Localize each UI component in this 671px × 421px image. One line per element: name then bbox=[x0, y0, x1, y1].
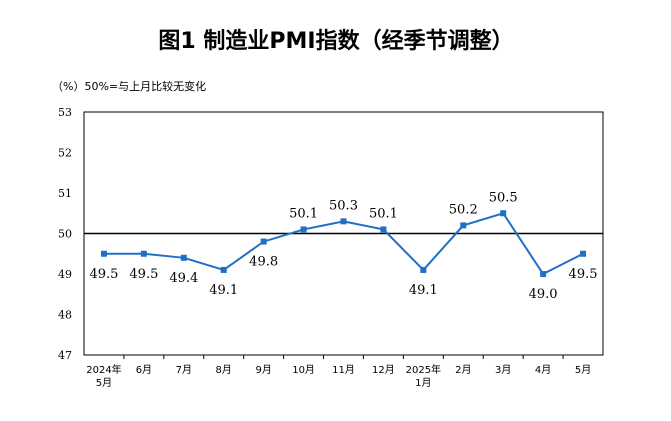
data-point bbox=[300, 226, 307, 233]
y-axis: 47 48 49 50 51 52 53 bbox=[58, 106, 72, 362]
data-label: 49.8 bbox=[249, 255, 278, 270]
data-point bbox=[140, 250, 147, 257]
unit-note: （%）50%=与上月比较无变化 bbox=[52, 79, 206, 93]
y-tick-label: 53 bbox=[58, 106, 72, 119]
chart-title: 图1 制造业PMI指数（经季节调整） bbox=[158, 28, 513, 54]
data-point bbox=[420, 266, 427, 273]
x-tick-label: 11月 bbox=[332, 364, 355, 376]
x-tick-label: 8月 bbox=[216, 364, 232, 376]
x-tick-label: 3月 bbox=[495, 364, 511, 376]
y-tick-label: 50 bbox=[58, 228, 72, 241]
data-label: 49.5 bbox=[129, 267, 158, 282]
data-label: 50.1 bbox=[289, 206, 318, 221]
data-label: 49.5 bbox=[569, 267, 598, 282]
data-point bbox=[380, 226, 387, 233]
x-tick-label: 2025年 bbox=[406, 363, 441, 376]
data-point bbox=[220, 266, 227, 273]
y-tick-label: 48 bbox=[58, 309, 72, 322]
x-tick-label: 4月 bbox=[535, 364, 551, 376]
x-tick-label: 10月 bbox=[292, 364, 315, 376]
data-label: 49.5 bbox=[89, 267, 118, 282]
series-markers bbox=[100, 210, 587, 277]
data-point bbox=[100, 250, 107, 257]
data-point bbox=[460, 222, 467, 229]
y-tick-label: 49 bbox=[58, 268, 72, 281]
data-label: 49.1 bbox=[209, 283, 238, 298]
x-tick-label: 9月 bbox=[255, 364, 271, 376]
x-tick-label: 1月 bbox=[415, 377, 431, 389]
data-point bbox=[340, 218, 347, 225]
data-label: 49.4 bbox=[169, 271, 198, 286]
x-tick-label: 12月 bbox=[372, 364, 395, 376]
data-label: 50.5 bbox=[489, 190, 518, 205]
x-tick-label: 2月 bbox=[455, 364, 471, 376]
data-label: 50.2 bbox=[449, 202, 478, 217]
x-tick-label: 5月 bbox=[96, 377, 112, 389]
data-label: 50.1 bbox=[369, 206, 398, 221]
data-label: 49.0 bbox=[529, 287, 558, 302]
data-label: 50.3 bbox=[329, 198, 358, 213]
data-point bbox=[260, 238, 267, 245]
data-point bbox=[580, 250, 587, 257]
data-point bbox=[540, 271, 547, 277]
data-label: 49.1 bbox=[409, 283, 438, 298]
x-tick-label: 5月 bbox=[575, 364, 591, 376]
y-tick-label: 47 bbox=[58, 349, 72, 362]
x-tick-label: 2024年 bbox=[86, 363, 121, 376]
data-point bbox=[180, 254, 187, 261]
y-tick-label: 51 bbox=[58, 187, 72, 200]
data-labels: 49.5 49.5 49.4 49.1 49.8 50.1 50.3 50.1 49.1 50.2… bbox=[89, 190, 597, 302]
x-tick-label: 6月 bbox=[136, 364, 152, 376]
data-point bbox=[500, 210, 507, 217]
x-tick-label: 7月 bbox=[176, 364, 192, 376]
y-tick-label: 52 bbox=[58, 147, 72, 160]
